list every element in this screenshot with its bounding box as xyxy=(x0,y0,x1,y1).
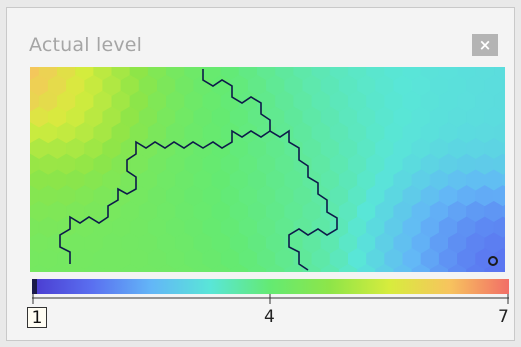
scale-min-marker xyxy=(32,279,37,294)
hex-cell xyxy=(512,186,521,207)
hex-cell xyxy=(502,236,505,251)
hex-cell xyxy=(502,204,505,219)
hex-cell xyxy=(502,267,505,272)
hex-cell xyxy=(30,263,49,272)
hex-cell xyxy=(512,123,521,144)
hex-cell xyxy=(447,263,467,272)
hex-cell xyxy=(411,263,431,272)
hex-cell xyxy=(266,263,285,272)
hex-cell xyxy=(138,263,158,272)
hex-cell xyxy=(393,263,413,272)
hex-cell xyxy=(375,263,395,272)
color-scale-bar xyxy=(32,279,509,294)
hex-cell xyxy=(175,263,194,272)
scale-max-label: 7 xyxy=(498,307,509,327)
hex-cell xyxy=(66,263,85,272)
hex-cell xyxy=(157,263,176,272)
hex-cell xyxy=(193,263,213,272)
hex-cell xyxy=(512,60,521,81)
panel-title: Actual level xyxy=(29,34,143,56)
marker-circle-icon xyxy=(488,256,498,266)
hex-cell xyxy=(229,263,249,272)
hex-cell xyxy=(120,263,140,272)
panel-titlebar: Actual level × xyxy=(7,8,514,64)
scale-min-label: 1 xyxy=(27,307,47,328)
hex-cell xyxy=(284,263,304,272)
hex-cell xyxy=(512,217,521,238)
hex-cell xyxy=(502,173,505,188)
hex-cell xyxy=(512,154,521,175)
hex-cell xyxy=(247,263,267,272)
hex-cell xyxy=(512,91,521,112)
hex-cell xyxy=(429,263,449,272)
hex-cell xyxy=(84,263,103,272)
hex-cell xyxy=(512,249,521,270)
hex-cell xyxy=(338,263,358,272)
close-button[interactable]: × xyxy=(472,34,498,56)
cluster-boundary-line xyxy=(202,69,338,271)
cluster-boundaries xyxy=(59,69,338,271)
hex-cell xyxy=(466,263,486,272)
hex-cell xyxy=(502,78,505,93)
hex-cell xyxy=(102,263,122,272)
hex-cell xyxy=(47,263,67,272)
hex-cell xyxy=(502,110,505,125)
hex-cells xyxy=(30,60,521,301)
hex-cell xyxy=(211,263,231,272)
hex-cell xyxy=(320,263,340,272)
hex-cell xyxy=(357,263,376,272)
cluster-boundary-line xyxy=(59,129,271,264)
scale-mid-label: 4 xyxy=(264,307,275,327)
hex-cell xyxy=(502,141,505,156)
hex-cell xyxy=(512,280,521,301)
